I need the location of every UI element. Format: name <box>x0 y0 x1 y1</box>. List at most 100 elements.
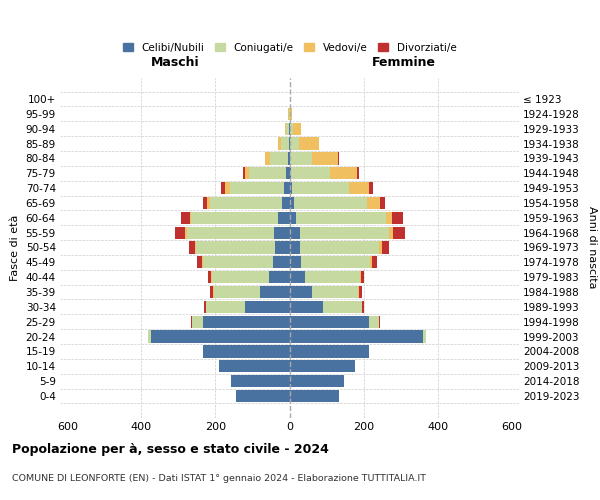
Bar <box>202 256 203 268</box>
Bar <box>290 242 300 254</box>
Bar <box>293 122 301 135</box>
Bar <box>225 182 230 194</box>
Bar <box>380 197 385 209</box>
Y-axis label: Fasce di età: Fasce di età <box>10 214 20 280</box>
Bar <box>203 256 273 268</box>
Bar <box>245 167 249 179</box>
Text: Maschi: Maschi <box>151 56 199 69</box>
Bar <box>290 301 323 313</box>
Bar <box>187 226 274 238</box>
Bar <box>265 152 269 164</box>
Bar <box>290 330 423 342</box>
Bar <box>360 271 361 283</box>
Bar <box>204 301 206 313</box>
Bar <box>301 256 370 268</box>
Bar <box>330 167 357 179</box>
Bar <box>208 271 211 283</box>
Bar <box>290 212 296 224</box>
Bar <box>191 212 278 224</box>
Bar <box>290 182 292 194</box>
Bar <box>275 242 290 254</box>
Bar <box>148 330 151 342</box>
Bar <box>290 375 344 387</box>
Bar <box>382 242 389 254</box>
Bar <box>230 182 284 194</box>
Bar <box>379 242 382 254</box>
Bar <box>300 226 389 238</box>
Bar <box>312 152 338 164</box>
Bar <box>305 271 360 283</box>
Bar <box>231 375 290 387</box>
Bar <box>278 138 281 149</box>
Bar <box>393 226 405 238</box>
Bar <box>290 152 312 164</box>
Bar <box>289 108 290 120</box>
Bar <box>370 256 371 268</box>
Text: COMUNE DI LEONFORTE (EN) - Dati ISTAT 1° gennaio 2024 - Elaborazione TUTTITALIA.: COMUNE DI LEONFORTE (EN) - Dati ISTAT 1°… <box>12 474 426 483</box>
Bar <box>290 256 301 268</box>
Bar <box>209 286 213 298</box>
Bar <box>286 167 290 179</box>
Bar <box>294 197 367 209</box>
Bar <box>212 271 269 283</box>
Bar <box>260 286 290 298</box>
Bar <box>190 212 191 224</box>
Legend: Celibi/Nubili, Coniugati/e, Vedovi/e, Divorziati/e: Celibi/Nubili, Coniugati/e, Vedovi/e, Di… <box>119 38 460 57</box>
Bar <box>192 316 203 328</box>
Bar <box>290 197 294 209</box>
Bar <box>214 286 260 298</box>
Bar <box>290 286 312 298</box>
Bar <box>269 152 288 164</box>
Bar <box>236 390 290 402</box>
Bar <box>151 330 290 342</box>
Bar <box>281 138 289 149</box>
Bar <box>369 182 373 194</box>
Bar <box>269 271 290 283</box>
Bar <box>243 167 245 179</box>
Bar <box>185 226 187 238</box>
Bar <box>288 152 290 164</box>
Bar <box>371 256 377 268</box>
Bar <box>358 286 359 298</box>
Bar <box>379 316 380 328</box>
Bar <box>219 360 290 372</box>
Bar <box>289 138 290 149</box>
Bar <box>290 360 355 372</box>
Bar <box>274 226 290 238</box>
Bar <box>361 271 364 283</box>
Bar <box>195 242 196 254</box>
Y-axis label: Anni di nascita: Anni di nascita <box>587 206 597 289</box>
Bar <box>386 212 392 224</box>
Bar <box>249 167 286 179</box>
Bar <box>175 226 185 238</box>
Bar <box>290 316 369 328</box>
Bar <box>312 286 358 298</box>
Bar <box>221 182 225 194</box>
Bar <box>367 197 380 209</box>
Bar <box>203 346 290 358</box>
Bar <box>290 122 293 135</box>
Bar <box>197 256 202 268</box>
Bar <box>273 256 290 268</box>
Bar <box>362 301 364 313</box>
Bar <box>299 138 319 149</box>
Bar <box>349 182 369 194</box>
Bar <box>290 138 299 149</box>
Bar <box>203 197 207 209</box>
Bar <box>290 271 305 283</box>
Bar <box>290 226 300 238</box>
Bar <box>284 182 290 194</box>
Bar <box>245 301 290 313</box>
Text: Popolazione per à, sesso e stato civile - 2024: Popolazione per à, sesso e stato civile … <box>12 442 329 456</box>
Bar <box>278 212 290 224</box>
Bar <box>423 330 427 342</box>
Bar <box>369 316 379 328</box>
Bar <box>290 167 292 179</box>
Bar <box>284 122 286 135</box>
Bar <box>300 242 379 254</box>
Bar <box>210 197 282 209</box>
Bar <box>292 167 330 179</box>
Bar <box>296 212 386 224</box>
Bar <box>207 197 210 209</box>
Bar <box>292 182 349 194</box>
